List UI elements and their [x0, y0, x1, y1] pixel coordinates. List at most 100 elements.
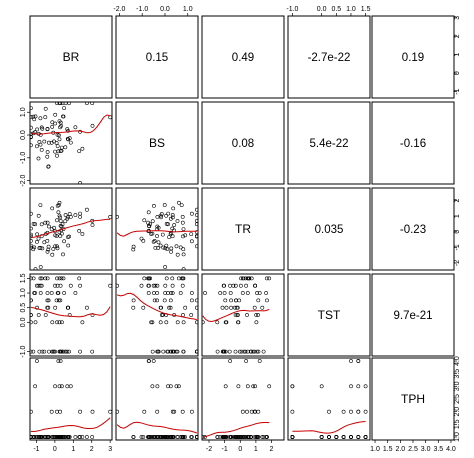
scatter-point [30, 435, 33, 439]
scatter-point [35, 144, 39, 149]
scatter-point [152, 238, 157, 243]
panel-tr-tph [371, 187, 455, 271]
scatter-point [356, 359, 361, 363]
scatter-point [349, 409, 353, 414]
scatter-point [174, 244, 179, 249]
bottom-tph-tick-label: 2.0 [395, 446, 405, 453]
scatter-point [53, 349, 58, 354]
scatter-point [38, 116, 43, 121]
scatter-point [168, 384, 173, 389]
scatter-point [43, 435, 48, 439]
scatter-point [228, 359, 233, 363]
scatter-point [46, 244, 51, 249]
scatter-point [222, 291, 227, 295]
scatter-point [56, 133, 61, 138]
scatter-point [116, 283, 119, 288]
scatter-point [244, 359, 249, 363]
scatter-point [249, 409, 254, 414]
scatter-point [30, 226, 33, 231]
corr-tr-tph: -0.23 [400, 224, 426, 236]
scatter-point [58, 120, 63, 125]
scatter-point [249, 276, 254, 281]
right-tph-tick-label: 1.0 [454, 432, 461, 442]
top-tst-tick-label: 1.0 [346, 6, 356, 13]
scatter-point [35, 283, 39, 288]
scatter-point [38, 435, 43, 439]
right-br-tick-label: 3 [454, 16, 461, 20]
left-bs-tick-label: 1.0 [20, 107, 27, 117]
scatter-point [152, 298, 157, 303]
scatter-point [181, 252, 186, 257]
panel-tst-tph [371, 273, 455, 357]
scatter-point [251, 384, 256, 389]
scatter-point [195, 305, 198, 310]
smoother-line-tr-bs [116, 230, 197, 237]
smoother-line-tph-br [30, 417, 111, 433]
scatter-point [57, 137, 62, 142]
panel-bs-tst [287, 101, 371, 185]
scatter-point [165, 349, 170, 354]
scatter-point [36, 156, 41, 161]
panel-tph-bs [115, 357, 199, 441]
bottom-br-tick-label: 3 [108, 446, 112, 453]
scatter-point [63, 349, 68, 354]
scatter-point [42, 349, 47, 354]
scatter-point [175, 349, 180, 354]
scatter-point [35, 127, 40, 132]
panel-tr-bs [115, 187, 199, 271]
right-tph-tick-label: 2.0 [454, 407, 461, 417]
scatter-point [45, 154, 50, 159]
scatter-point [237, 435, 242, 439]
scatter-point [164, 276, 169, 281]
scatter-point [90, 123, 95, 128]
scatter-point [168, 230, 173, 235]
scatter-point [168, 298, 173, 303]
scatter-point [228, 291, 233, 295]
panel-br-tph [371, 15, 455, 99]
scatter-point [242, 349, 247, 354]
smoother-line-tst-tr [202, 308, 270, 323]
panel-tph-tph [371, 357, 455, 441]
scatter-point [78, 214, 83, 219]
scatter-point [245, 384, 250, 389]
scatter-point [179, 435, 184, 439]
scatter-point [223, 384, 228, 389]
scatter-point [235, 313, 240, 317]
scatter-point [202, 320, 205, 325]
scatter-point [172, 409, 177, 414]
scatter-point [45, 276, 50, 281]
scatter-point [30, 313, 33, 317]
scatter-point [169, 349, 174, 354]
scatter-point [159, 305, 164, 310]
scatter-point [264, 435, 269, 439]
scatter-point [170, 213, 175, 217]
scatter-point [58, 359, 63, 363]
scatter-point [63, 435, 68, 439]
scatter-point [139, 236, 144, 241]
scatter-point [181, 435, 185, 439]
scatter-point [35, 239, 39, 244]
scatter-point [164, 213, 169, 218]
scatter-point [77, 228, 82, 233]
scatter-point [33, 114, 38, 119]
scatter-point [264, 291, 269, 295]
scatter-point [183, 233, 188, 238]
scatter-point [256, 313, 260, 317]
scatter-point [54, 298, 59, 303]
scatter-point [61, 114, 66, 119]
scatter-point [52, 225, 56, 230]
scatter-point [65, 136, 70, 141]
scatter-point [181, 234, 185, 239]
scatter-point [66, 243, 71, 248]
scatter-point [223, 320, 228, 325]
scatter-point [55, 435, 60, 439]
corr-bs-tph: -0.16 [400, 138, 426, 150]
scatter-point [155, 298, 159, 303]
scatter-point [65, 384, 70, 389]
scatter-point [35, 232, 40, 237]
scatter-point [195, 234, 198, 239]
scatter-point [45, 238, 50, 243]
scatter-point [65, 127, 70, 132]
scatter-point [57, 213, 62, 218]
scatter-point [141, 435, 146, 439]
